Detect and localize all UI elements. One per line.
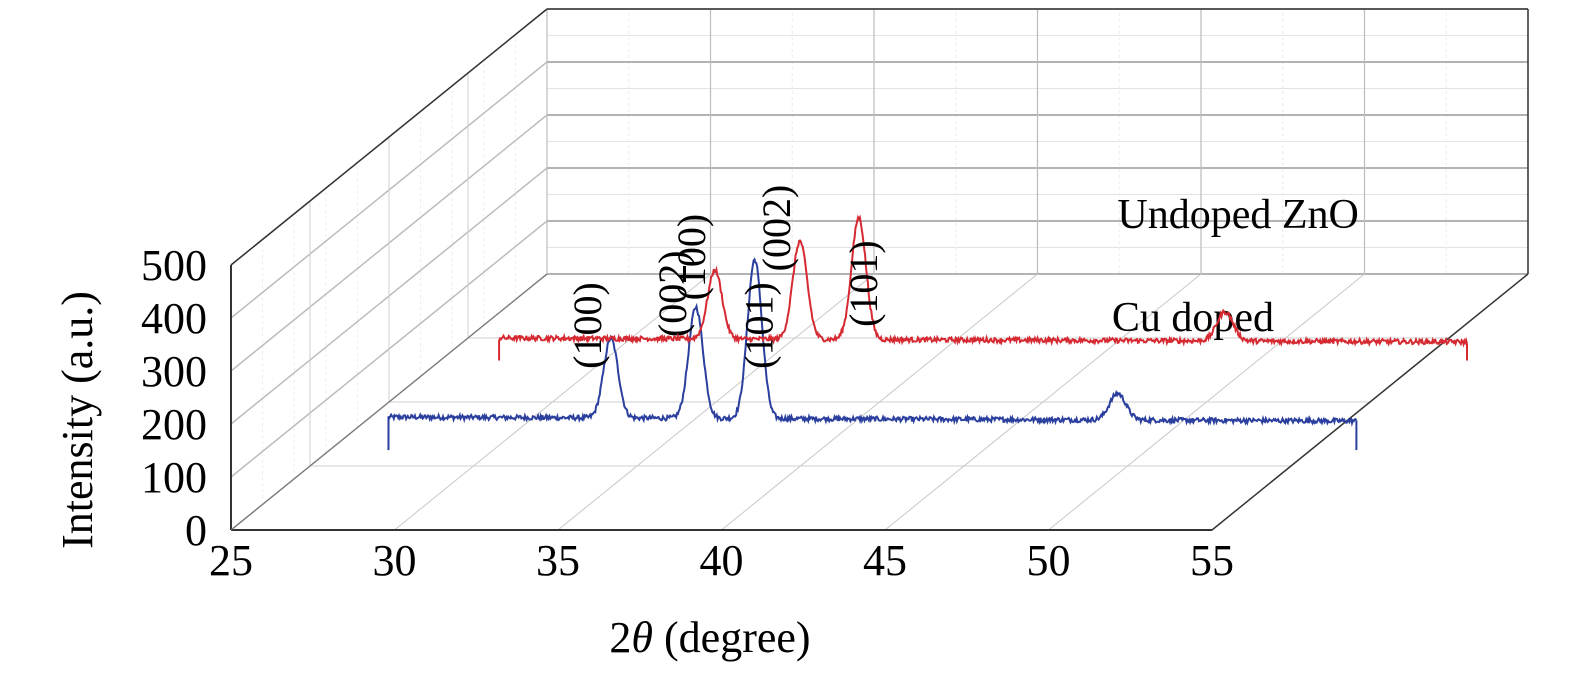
y-tick-label: 400 (141, 294, 207, 343)
peak-label: (100) (565, 282, 610, 369)
x-tick-label: 30 (373, 536, 417, 585)
y-tick-label: 300 (141, 347, 207, 396)
x-tick-label: 35 (536, 536, 580, 585)
x-tick-label: 50 (1027, 536, 1071, 585)
x-tick-label: 25 (209, 536, 253, 585)
x-tick-label: 40 (700, 536, 744, 585)
y-tick-label: 0 (185, 506, 207, 555)
x-tick-label: 55 (1190, 536, 1234, 585)
peak-label: (002) (754, 185, 799, 272)
y-axis-label: Intensity (a.u.) (53, 291, 102, 549)
peak-label: (100) (669, 214, 714, 301)
chart-labels: 2θ (degree) Intensity (a.u.) 25 30 35 40 45 5… (53, 241, 1234, 662)
y-tick-label: 500 (141, 241, 207, 290)
peak-label: (101) (737, 282, 782, 369)
x-tick-label: 45 (863, 536, 907, 585)
x-axis-label: 2θ (degree) (609, 613, 810, 662)
series-label: Undoped ZnO (1117, 192, 1358, 238)
series-cu-doped: (100) (002) (101) Cu doped (387, 250, 1358, 451)
series-undoped-zno: (100) (002)(101)Undoped ZnO (498, 185, 1468, 361)
series-label: Cu doped (1112, 295, 1274, 341)
frame-edge (230, 273, 548, 531)
y-tick-label: 200 (141, 400, 207, 449)
chart-series: (100) (002) (101) Cu doped(100) (002)(101)Un… (387, 185, 1468, 451)
peak-label: (101) (841, 240, 886, 327)
frame-edge (230, 8, 548, 266)
peak-label: (002) (650, 250, 695, 337)
series-line (387, 257, 1358, 427)
frame-edge (1211, 273, 1529, 531)
y-tick-label: 100 (141, 453, 207, 502)
series-line (498, 214, 1468, 348)
chart-frame (230, 8, 1529, 531)
